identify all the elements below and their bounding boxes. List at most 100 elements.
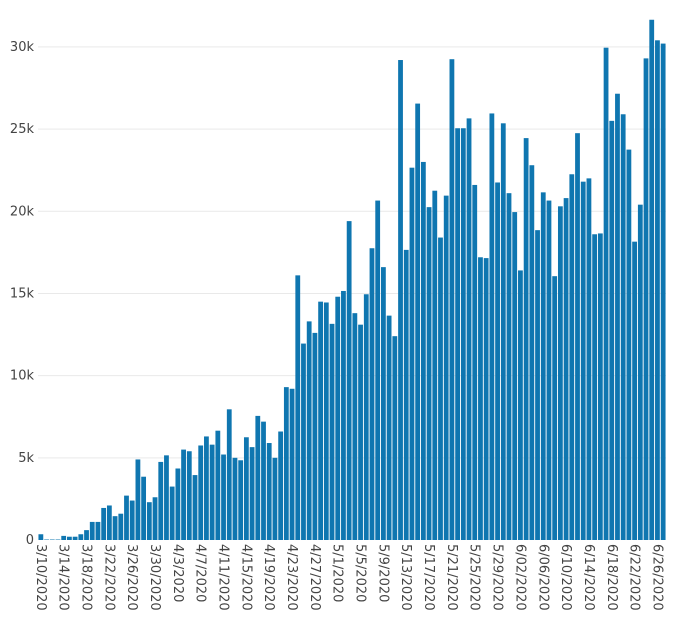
- bar: [643, 58, 649, 540]
- x-tick-label: 6/22/2020: [627, 544, 642, 611]
- bar: [540, 192, 546, 541]
- bar: [615, 93, 620, 541]
- bar: [449, 59, 455, 540]
- bar: [95, 521, 101, 540]
- x-tick-label: 5/25/2020: [467, 544, 482, 611]
- bar: [580, 181, 586, 540]
- bar: [61, 535, 67, 540]
- bar: [500, 123, 506, 540]
- bar: [158, 461, 164, 540]
- x-tick-label: 3/14/2020: [56, 544, 71, 611]
- bars: [38, 19, 666, 541]
- bar: [478, 257, 483, 540]
- bar: [466, 118, 472, 541]
- bar: [146, 502, 152, 540]
- y-tick-label: 15k: [10, 286, 35, 301]
- bar: [198, 445, 204, 540]
- bar: [432, 190, 438, 540]
- bar: [369, 248, 375, 540]
- bar: [386, 315, 392, 540]
- bar: [169, 486, 175, 540]
- bar: [295, 275, 301, 540]
- bar: [249, 447, 255, 540]
- x-tick-label: 3/26/2020: [124, 544, 139, 611]
- bar: [209, 444, 215, 540]
- bar: [329, 323, 335, 540]
- x-tick-label: 5/29/2020: [490, 544, 505, 611]
- x-tick-label: 4/7/2020: [193, 544, 208, 602]
- bar: [637, 204, 643, 541]
- bar: [278, 431, 284, 540]
- x-tick-label: 6/14/2020: [581, 544, 596, 611]
- bar: [272, 457, 278, 540]
- x-tick-label: 5/9/2020: [375, 544, 390, 602]
- bar: [586, 178, 592, 540]
- bar: [597, 233, 603, 541]
- y-axis-ticks: 0 5k 10k 15k 20k 25k 30k: [10, 40, 35, 548]
- x-tick-label: 6/18/2020: [604, 544, 619, 611]
- bar: [152, 497, 158, 540]
- bar: [649, 19, 655, 541]
- bar: [438, 237, 443, 541]
- x-tick-label: 4/11/2020: [216, 544, 231, 611]
- bar: [620, 114, 626, 541]
- bar: [129, 500, 135, 540]
- bar: [175, 468, 181, 540]
- bar: [632, 241, 637, 541]
- bar: [38, 534, 44, 540]
- bar: [312, 332, 318, 540]
- bar: [306, 321, 312, 540]
- bar: [318, 301, 323, 540]
- bar: [221, 454, 226, 540]
- bar: [443, 195, 449, 540]
- bar: [655, 40, 660, 541]
- bar: [181, 449, 186, 540]
- bar: [626, 149, 632, 540]
- bar: [283, 387, 289, 540]
- bar: [420, 161, 426, 540]
- bar: [141, 476, 147, 540]
- bar: [238, 460, 244, 540]
- bar: [381, 267, 386, 540]
- bar: [135, 459, 141, 540]
- bar: [415, 103, 421, 540]
- bar: [226, 409, 232, 540]
- bar: [592, 234, 598, 540]
- bar: [569, 174, 575, 540]
- y-tick-label: 0: [26, 533, 34, 548]
- bar: [335, 296, 341, 540]
- bar: [84, 530, 89, 540]
- x-tick-label: 3/10/2020: [33, 544, 48, 611]
- bar: [301, 343, 306, 540]
- x-tick-label: 5/17/2020: [421, 544, 436, 611]
- bar: [255, 415, 261, 540]
- x-tick-label: 5/1/2020: [330, 544, 345, 602]
- bar: [363, 294, 369, 540]
- bar: [409, 167, 415, 541]
- bar: [603, 47, 609, 541]
- bar: [660, 43, 666, 541]
- x-tick-label: 5/13/2020: [398, 544, 413, 611]
- bar: [346, 221, 352, 541]
- x-tick-label: 6/06/2020: [535, 544, 550, 611]
- bar: [232, 457, 238, 540]
- bar: [341, 290, 346, 540]
- bar: [358, 324, 363, 540]
- bar: [323, 302, 329, 540]
- bar: [186, 451, 192, 540]
- x-tick-label: 3/22/2020: [101, 544, 116, 611]
- bar: [575, 133, 580, 540]
- y-tick-label: 20k: [10, 204, 35, 219]
- bar: [552, 276, 558, 540]
- bar: [124, 495, 129, 540]
- bar: [164, 455, 169, 540]
- bar: [506, 193, 512, 540]
- bar: [112, 516, 118, 540]
- y-tick-label: 25k: [10, 122, 35, 137]
- bar: [403, 249, 409, 541]
- x-tick-label: 4/23/2020: [284, 544, 299, 611]
- x-tick-label: 4/15/2020: [238, 544, 253, 611]
- bar: [261, 421, 266, 540]
- x-tick-label: 6/10/2020: [558, 544, 573, 611]
